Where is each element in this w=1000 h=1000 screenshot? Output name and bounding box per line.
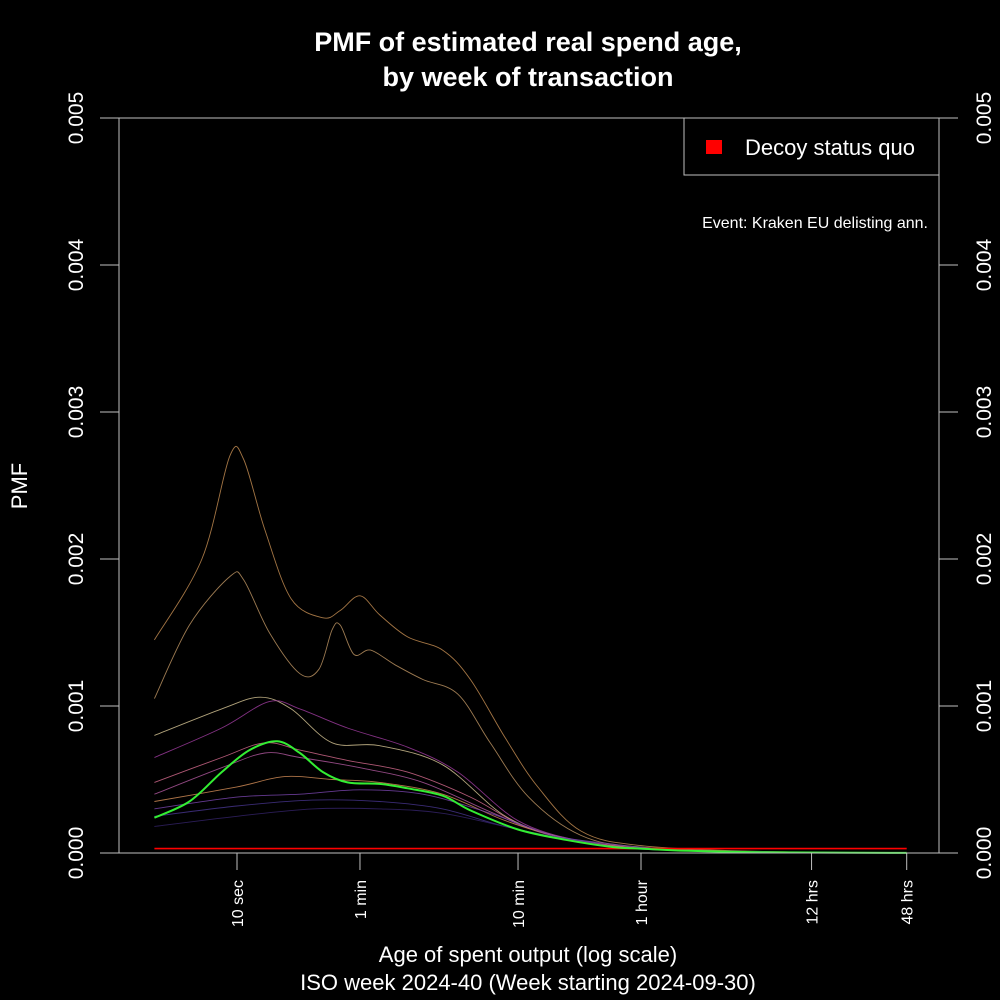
x-tick-label: 1 min	[353, 880, 370, 919]
y-axis-label: PMF	[7, 463, 32, 509]
chart-title: PMF of estimated real spend age, by week…	[314, 27, 742, 92]
y-tick-label-left: 0.003	[65, 386, 88, 439]
legend-swatch-decoy	[706, 140, 722, 154]
y-tick-label-right: 0.001	[973, 680, 996, 733]
x-axis-label: Age of spent output (log scale)	[379, 942, 677, 967]
event-annotation: Event: Kraken EU delisting ann.	[702, 215, 928, 232]
y-tick-label-right: 0.003	[973, 386, 996, 439]
legend-label-decoy: Decoy status quo	[745, 135, 915, 160]
x-tick-label: 12 hrs	[805, 880, 822, 924]
background-series-line-1	[154, 446, 907, 854]
x-tick-label: 1 hour	[634, 879, 651, 925]
y-tick-label-left: 0.000	[65, 827, 88, 880]
highlight-series-line-1	[153, 740, 907, 854]
series-layer	[153, 446, 907, 854]
chart-title-line-2: by week of transaction	[382, 62, 673, 92]
x-tick-label: 10 min	[511, 880, 528, 928]
legend-box	[683, 117, 940, 176]
x-tick-label: 48 hrs	[900, 880, 917, 924]
y-tick-label-left: 0.002	[65, 533, 88, 586]
chart-subtitle: ISO week 2024-40 (Week starting 2024-09-…	[300, 970, 756, 995]
y-tick-label-left: 0.005	[65, 92, 88, 145]
y-tick-label-right: 0.004	[973, 238, 996, 291]
y-tick-label-left: 0.001	[65, 680, 88, 733]
y-tick-label-right: 0.002	[973, 533, 996, 586]
y-tick-label-right: 0.005	[973, 92, 996, 145]
axes-layer: 0.000 0.000 0.001 0.001 0.002 0.002 0.003 0.003…	[65, 92, 996, 928]
legend: Decoy status quo	[683, 117, 940, 176]
chart-title-line-1: PMF of estimated real spend age,	[314, 27, 742, 57]
y-tick-label-right: 0.000	[973, 827, 996, 880]
y-tick-label-left: 0.004	[65, 238, 88, 291]
x-tick-label: 10 sec	[230, 880, 247, 927]
